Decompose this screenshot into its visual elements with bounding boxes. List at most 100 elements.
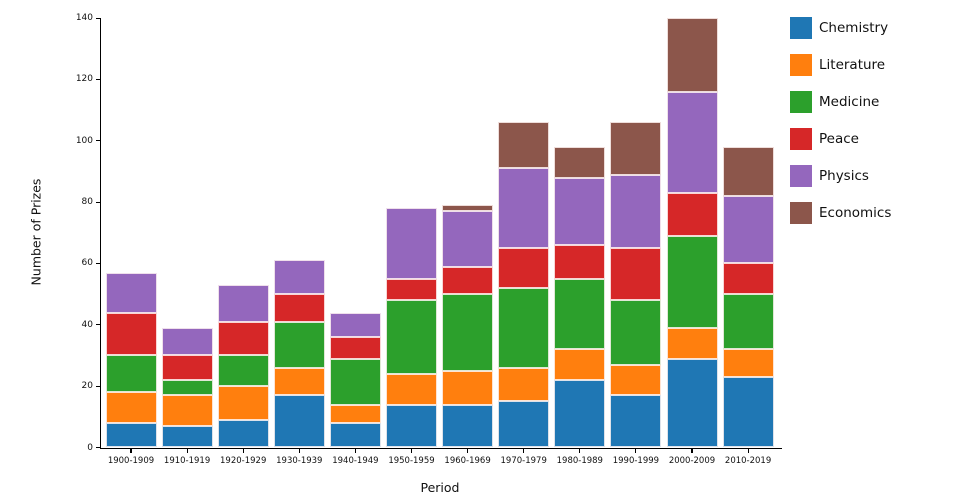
x-axis-tick-label: 1950-1959 bbox=[388, 456, 435, 466]
y-axis-tick bbox=[95, 385, 100, 387]
x-axis-tick bbox=[298, 448, 300, 453]
bar-segment-physics-1900-1909 bbox=[105, 272, 157, 313]
bar-segment-literature-1990-1999 bbox=[610, 364, 662, 396]
bar-segment-medicine-1930-1939 bbox=[273, 321, 325, 368]
bar-segment-physics-1970-1979 bbox=[498, 168, 550, 249]
bar-segment-chemistry-1990-1999 bbox=[610, 395, 662, 448]
bar-segment-medicine-1950-1959 bbox=[386, 300, 437, 374]
x-axis-tick-label: 1900-1909 bbox=[107, 456, 155, 466]
legend: Chemistry Literature Medicine Peace Physics E… bbox=[790, 17, 891, 239]
y-axis-tick bbox=[95, 78, 100, 81]
bar-segment-chemistry-2000-2009 bbox=[666, 358, 718, 448]
bar-segment-medicine-1960-1969 bbox=[442, 294, 494, 371]
x-axis-tick bbox=[410, 448, 413, 453]
bar-segment-physics-1990-1999 bbox=[610, 174, 662, 249]
legend-label: Physics bbox=[819, 168, 869, 184]
bar-segment-economics-2010-2019 bbox=[722, 146, 774, 196]
y-axis-tick-label: 20 bbox=[81, 381, 93, 392]
bar-segment-physics-1910-1919 bbox=[161, 327, 213, 356]
y-axis-tick bbox=[95, 140, 100, 142]
legend-swatch-medicine bbox=[790, 91, 812, 113]
legend-swatch-physics bbox=[790, 165, 812, 187]
x-axis-title: Period bbox=[420, 480, 460, 495]
bar-segment-medicine-1980-1989 bbox=[554, 278, 606, 350]
y-axis-tick bbox=[95, 17, 100, 19]
x-axis-tick-label: 1940-1949 bbox=[332, 456, 379, 466]
bar-segment-economics-2000-2009 bbox=[666, 18, 718, 92]
bar-segment-peace-1940-1949 bbox=[329, 337, 381, 359]
y-axis-tick bbox=[95, 201, 100, 203]
x-axis-tick bbox=[691, 448, 693, 453]
legend-item-peace: Peace bbox=[790, 128, 891, 150]
bar-segment-literature-1980-1989 bbox=[554, 349, 606, 380]
bar-segment-chemistry-1910-1919 bbox=[161, 426, 213, 448]
x-axis-spine bbox=[99, 447, 782, 449]
bar-segment-peace-1900-1909 bbox=[105, 312, 157, 356]
bar-segment-economics-1990-1999 bbox=[610, 122, 662, 175]
y-axis-tick-label: 0 bbox=[87, 442, 93, 453]
x-axis-tick-label: 2000-2009 bbox=[668, 456, 716, 466]
bar-segment-medicine-1990-1999 bbox=[610, 300, 662, 365]
bar-segment-peace-1950-1959 bbox=[386, 278, 437, 301]
x-axis-tick-label: 2010-2019 bbox=[724, 456, 772, 466]
bar-segment-peace-1970-1979 bbox=[498, 248, 550, 288]
y-axis-tick-label: 60 bbox=[81, 258, 93, 269]
bar-segment-medicine-1910-1919 bbox=[161, 380, 213, 396]
bar-segment-physics-1940-1949 bbox=[329, 312, 381, 338]
legend-label: Economics bbox=[819, 205, 892, 221]
bar-segment-literature-1970-1979 bbox=[498, 367, 550, 402]
bar-segment-literature-1910-1919 bbox=[161, 395, 213, 427]
bar-segment-economics-1980-1989 bbox=[554, 146, 606, 178]
bar-segment-medicine-1970-1979 bbox=[498, 288, 550, 368]
legend-item-physics: Physics bbox=[790, 165, 891, 187]
legend-item-chemistry: Chemistry bbox=[790, 17, 891, 39]
bar-segment-literature-1950-1959 bbox=[386, 373, 437, 405]
bar-segment-peace-1980-1989 bbox=[554, 245, 606, 279]
legend-item-economics: Economics bbox=[790, 202, 891, 224]
y-axis-tick-label: 80 bbox=[81, 197, 93, 208]
bar-segment-chemistry-1980-1989 bbox=[554, 380, 606, 448]
x-axis-tick bbox=[354, 448, 356, 453]
bar-segment-peace-1960-1969 bbox=[442, 266, 494, 295]
bar-segment-literature-1920-1929 bbox=[217, 386, 269, 420]
x-axis-tick bbox=[635, 448, 637, 453]
bar-segment-peace-2010-2019 bbox=[722, 263, 774, 295]
x-axis-tick bbox=[186, 448, 188, 453]
y-axis-tick-label: 120 bbox=[75, 74, 93, 85]
y-axis-tick bbox=[95, 262, 100, 265]
y-axis-tick-label: 100 bbox=[75, 135, 93, 146]
y-axis-tick-label: 40 bbox=[81, 319, 93, 330]
bar-segment-physics-1960-1969 bbox=[442, 211, 494, 267]
x-axis-tick-label: 1990-1999 bbox=[612, 456, 660, 466]
bar-segment-physics-1930-1939 bbox=[273, 260, 325, 295]
x-axis-tick-label: 1920-1929 bbox=[220, 456, 267, 466]
y-axis-tick bbox=[95, 324, 100, 326]
legend-swatch-chemistry bbox=[790, 17, 812, 39]
bar-segment-peace-1990-1999 bbox=[610, 248, 662, 301]
bar-segment-medicine-1900-1909 bbox=[105, 355, 157, 393]
x-axis-tick bbox=[747, 448, 749, 453]
legend-swatch-peace bbox=[790, 128, 812, 150]
y-axis-tick bbox=[95, 446, 100, 449]
bar-segment-physics-1920-1929 bbox=[217, 284, 269, 322]
x-axis-tick-label: 1970-1979 bbox=[500, 456, 547, 466]
x-axis-tick bbox=[579, 448, 581, 453]
x-axis-tick bbox=[467, 448, 469, 453]
bar-segment-chemistry-1930-1939 bbox=[273, 395, 325, 448]
bar-segment-literature-1940-1949 bbox=[329, 404, 381, 423]
bar-segment-chemistry-1900-1909 bbox=[105, 422, 157, 448]
bar-segment-peace-1920-1929 bbox=[217, 321, 269, 356]
x-axis-tick bbox=[130, 448, 132, 453]
bar-segment-peace-2000-2009 bbox=[666, 192, 718, 236]
y-axis-title: Number of Prizes bbox=[28, 178, 44, 286]
bar-segment-economics-1970-1979 bbox=[498, 122, 550, 169]
legend-item-literature: Literature bbox=[790, 54, 891, 76]
bar-segment-literature-2010-2019 bbox=[722, 349, 774, 377]
bar-segment-peace-1910-1919 bbox=[161, 355, 213, 381]
y-axis-tick-label: 140 bbox=[75, 13, 93, 24]
x-axis-tick bbox=[523, 448, 525, 453]
legend-item-medicine: Medicine bbox=[790, 91, 891, 113]
y-axis-spine bbox=[99, 17, 101, 448]
bar-segment-literature-1930-1939 bbox=[273, 367, 325, 396]
